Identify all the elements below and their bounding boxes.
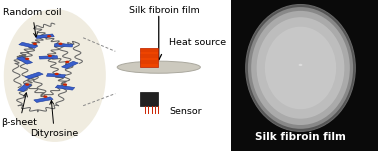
Ellipse shape bbox=[251, 11, 350, 125]
Ellipse shape bbox=[48, 55, 52, 57]
Ellipse shape bbox=[63, 83, 67, 86]
Ellipse shape bbox=[4, 9, 106, 142]
Bar bbox=[140, 54, 158, 58]
Ellipse shape bbox=[117, 61, 200, 73]
Ellipse shape bbox=[246, 5, 355, 131]
Ellipse shape bbox=[299, 64, 302, 66]
Bar bbox=[34, 97, 53, 102]
Bar bbox=[140, 92, 158, 106]
Bar bbox=[231, 0, 378, 151]
Text: Silk fibroin film: Silk fibroin film bbox=[255, 132, 346, 142]
Bar bbox=[35, 34, 54, 39]
Ellipse shape bbox=[54, 73, 59, 75]
Ellipse shape bbox=[25, 83, 29, 86]
Text: Silk fibroin film: Silk fibroin film bbox=[129, 6, 200, 15]
Ellipse shape bbox=[43, 95, 48, 98]
Bar bbox=[140, 60, 158, 64]
Bar bbox=[39, 56, 58, 59]
Bar bbox=[18, 84, 31, 92]
Bar bbox=[25, 72, 43, 79]
Ellipse shape bbox=[33, 43, 37, 45]
Bar bbox=[17, 57, 33, 64]
Ellipse shape bbox=[47, 35, 51, 37]
Bar bbox=[140, 48, 158, 52]
Ellipse shape bbox=[248, 7, 353, 129]
Bar bbox=[55, 85, 75, 90]
Bar bbox=[46, 74, 65, 77]
Bar bbox=[62, 61, 78, 69]
Text: β-sheet: β-sheet bbox=[2, 93, 37, 127]
Ellipse shape bbox=[58, 43, 63, 45]
Ellipse shape bbox=[265, 27, 336, 109]
Ellipse shape bbox=[65, 61, 69, 63]
Bar bbox=[19, 42, 38, 48]
Text: Sensor: Sensor bbox=[169, 107, 202, 116]
Ellipse shape bbox=[257, 17, 344, 119]
Bar bbox=[140, 48, 158, 67]
Bar bbox=[54, 44, 73, 47]
Text: Dityrosine: Dityrosine bbox=[30, 101, 79, 138]
Text: Heat source: Heat source bbox=[169, 38, 226, 47]
Ellipse shape bbox=[25, 58, 29, 60]
Text: Random coil: Random coil bbox=[3, 8, 62, 37]
